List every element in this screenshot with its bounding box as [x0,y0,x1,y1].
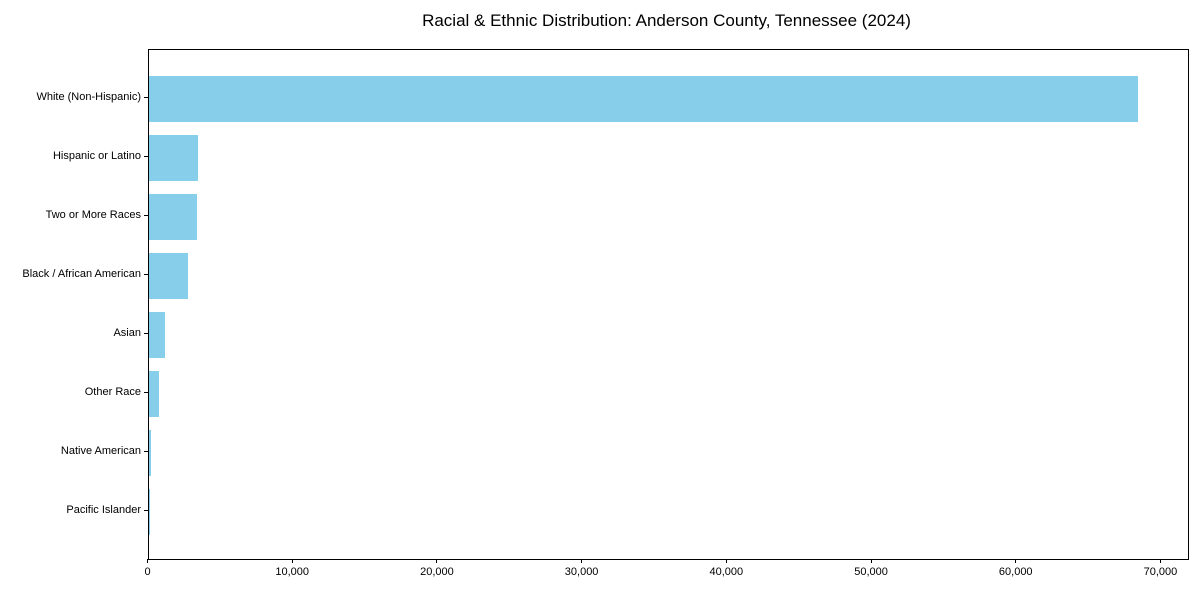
x-tick-mark [147,559,148,563]
x-tick-label: 70,000 [1143,566,1178,578]
y-axis-label: Black / African American [22,268,141,280]
y-axis-label: Pacific Islander [66,504,141,516]
bar [148,311,165,358]
y-tick-mark [143,156,148,157]
y-axis-label: White (Non-Hispanic) [36,91,141,103]
plot-area [147,48,1189,560]
chart-title: Racial & Ethnic Distribution: Anderson C… [422,11,911,30]
x-tick-label: 50,000 [854,566,888,578]
y-axis-label: Two or More Races [45,209,141,221]
x-tick-mark [436,559,438,563]
x-tick-label: 0 [144,566,151,578]
x-tick-label: 30,000 [564,566,599,578]
bar [148,193,197,240]
y-tick-mark [143,392,148,393]
x-tick-mark [725,559,727,563]
x-tick-label: 60,000 [998,566,1033,578]
bar [148,429,151,476]
y-axis-label: Asian [113,327,141,339]
y-axis-label: Hispanic or Latino [52,150,141,162]
y-tick-mark [143,451,148,452]
x-tick-mark [870,559,872,563]
x-tick-label: 40,000 [709,566,744,578]
y-axis-label: Native American [60,445,141,457]
x-tick-label: 10,000 [275,566,310,578]
bar [148,370,160,417]
bar [148,134,198,181]
bar [148,75,1138,122]
y-tick-mark [143,510,148,511]
y-tick-mark [143,333,148,334]
x-tick-mark [1015,559,1017,563]
y-tick-mark [143,97,148,98]
y-axis-label: Other Race [84,386,141,398]
x-tick-label: 20,000 [420,566,454,578]
x-tick-mark [291,559,293,563]
bar [148,252,188,299]
y-tick-mark [143,274,148,275]
x-tick-mark [581,559,583,563]
y-tick-mark [143,215,148,216]
x-tick-mark [1159,559,1161,563]
